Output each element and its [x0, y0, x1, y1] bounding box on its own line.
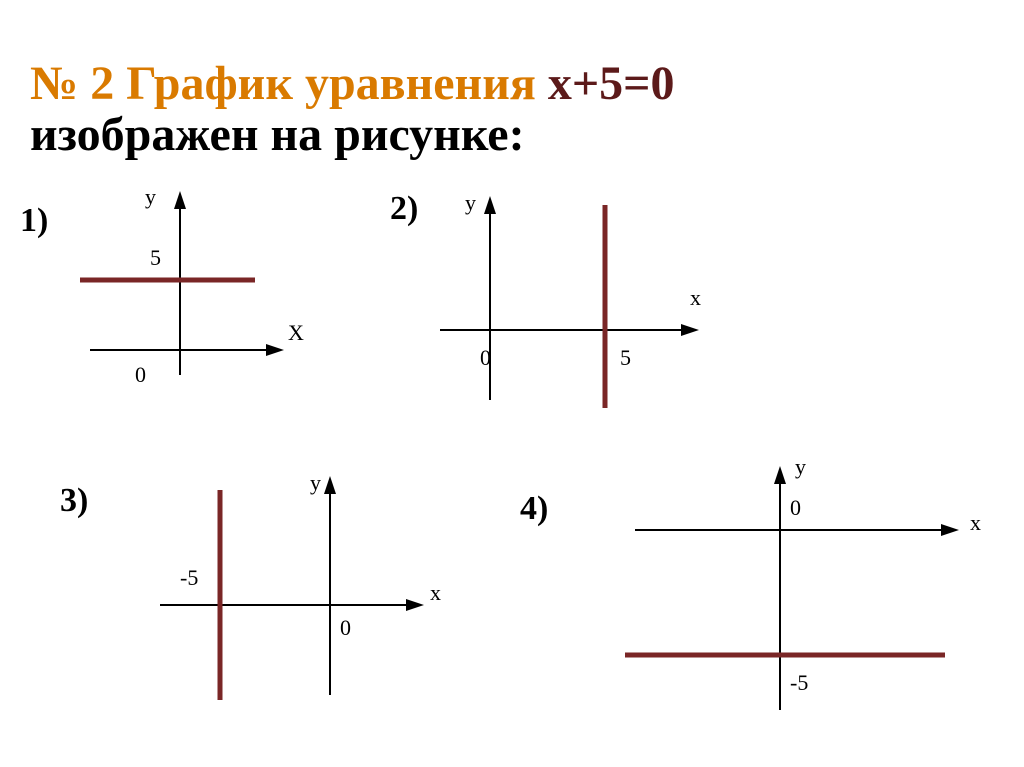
question-title: № 2 График уравнения x+5=0 изображен на …: [30, 56, 675, 162]
panel-4-label: 4): [520, 490, 548, 528]
panel-2-y-label: у: [465, 190, 476, 216]
panel-2-chart: [430, 190, 720, 420]
panel-2: 2) у х 0 5: [400, 190, 720, 450]
panel-4-tick: -5: [790, 670, 808, 696]
title-equation: x+5=0: [548, 57, 675, 110]
panel-1-chart: [70, 190, 330, 410]
panel-3-x-label: х: [430, 580, 441, 606]
panel-2-x-label: х: [690, 285, 701, 311]
panel-1: 1) у Х 0 5: [30, 190, 330, 450]
panel-2-tick: 5: [620, 345, 631, 371]
panel-4-x-label: х: [970, 510, 981, 536]
panel-3: 3) у х 0 -5: [70, 470, 450, 730]
panel-4-y-label: у: [795, 454, 806, 480]
panel-2-label: 2): [390, 190, 418, 228]
panel-4: 4) у х 0 -5: [540, 460, 980, 740]
panel-1-label: 1): [20, 202, 48, 240]
panel-3-tick: -5: [180, 565, 198, 591]
panel-3-y-label: у: [310, 470, 321, 496]
panel-1-y-label: у: [145, 184, 156, 210]
panel-3-origin: 0: [340, 615, 351, 641]
panel-2-origin: 0: [480, 345, 491, 371]
title-prefix: № 2 График уравнения: [30, 57, 548, 110]
panel-4-origin: 0: [790, 495, 801, 521]
panel-1-tick: 5: [150, 245, 161, 271]
panels-container: 1) у Х 0 5 2): [0, 190, 1024, 750]
panel-3-label: 3): [60, 482, 88, 520]
panel-1-origin: 0: [135, 362, 146, 388]
title-line-1: № 2 График уравнения x+5=0: [30, 56, 675, 111]
panel-1-x-label: Х: [288, 320, 304, 346]
title-line-2: изображен на рисунке:: [30, 107, 675, 162]
